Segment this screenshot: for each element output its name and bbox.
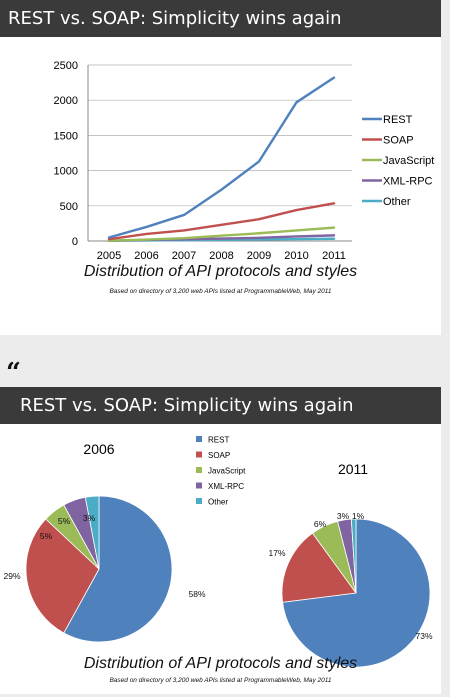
line-chart-title-bar: REST vs. SOAP: Simplicity wins again [0,0,441,37]
series-line-rest [109,78,334,238]
legend-label: Other [383,196,411,208]
legend-label: Other [208,498,228,507]
pie-data-label: 29% [3,571,20,581]
y-tick-label: 1000 [54,166,78,178]
pie-chart-caption: Distribution of API protocols and styles [0,655,441,673]
x-tick-label: 2008 [209,250,233,262]
line-chart-subcaption: Based on directory of 3,200 web APIs lis… [0,288,441,295]
x-tick-label: 2007 [172,250,196,262]
x-tick-label: 2010 [284,250,308,262]
pie-data-label: 6% [314,519,327,529]
legend-label: XML-RPC [208,482,244,491]
pie-data-label: 3% [83,513,96,523]
legend-label: REST [208,436,229,445]
legend-label: SOAP [208,451,230,460]
pie-chart-subcaption: Based on directory of 3,200 web APIs lis… [0,677,441,684]
pie-chart-title: REST vs. SOAP: Simplicity wins again [0,395,354,416]
y-tick-label: 2000 [54,95,78,107]
pie-data-label: 73% [415,631,432,641]
legend-label: XML-RPC [383,176,433,188]
x-tick-label: 2009 [247,250,271,262]
pie-data-label: 5% [58,516,71,526]
pie-chart-title-bar: REST vs. SOAP: Simplicity wins again [0,387,441,424]
legend-swatch [196,436,202,442]
quote-mark: “ [6,360,21,386]
y-tick-label: 2500 [54,60,78,72]
pie-data-label: 17% [268,548,285,558]
line-chart-caption: Distribution of API protocols and styles [0,263,441,281]
line-chart-panel: REST vs. SOAP: Simplicity wins again 0 50… [0,0,441,335]
x-tick-label: 2005 [97,250,121,262]
pie-title: 2011 [338,461,368,477]
line-chart-title: REST vs. SOAP: Simplicity wins again [0,8,342,29]
y-tick-label: 500 [60,201,78,213]
legend-label: SOAP [383,135,414,147]
legend-swatch [196,467,202,473]
x-tick-label: 2006 [134,250,158,262]
legend-swatch [196,498,202,504]
legend-label: JavaScript [208,467,246,476]
pie-chart-panel: REST vs. SOAP: Simplicity wins again 200… [0,387,441,694]
legend-label: JavaScript [383,155,434,167]
legend-swatch [196,483,202,489]
y-tick-label: 1500 [54,130,78,142]
pie-data-label: 1% [352,511,365,521]
series-line-soap [109,203,334,239]
legend-label: REST [383,114,413,126]
pie-data-label: 3% [337,511,350,521]
pie-data-label: 58% [188,589,205,599]
pie-title: 2006 [83,441,114,457]
y-tick-label: 0 [72,236,78,248]
legend-swatch [196,452,202,458]
pie-data-label: 5% [40,531,53,541]
x-tick-label: 2011 [322,250,346,262]
